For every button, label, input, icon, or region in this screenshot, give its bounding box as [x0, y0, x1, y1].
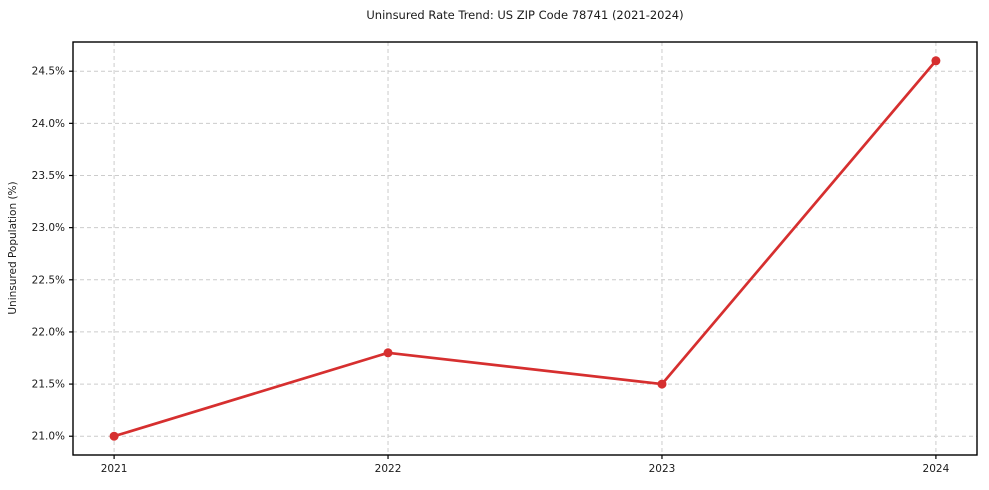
x-tick-label: 2022: [375, 463, 402, 475]
y-tick-label: 22.0%: [32, 326, 65, 338]
plot-area: [73, 42, 977, 455]
y-tick-label: 24.5%: [32, 66, 65, 78]
axes-frame: [72, 41, 978, 456]
y-axis-label: Uninsured Population (%): [7, 181, 19, 315]
data-point-marker: [657, 379, 667, 389]
data-point-marker: [931, 56, 941, 66]
data-point-marker: [383, 348, 393, 358]
y-tick-label: 21.0%: [32, 431, 65, 443]
data-point-marker: [109, 431, 119, 441]
y-tick-label: 22.5%: [32, 274, 65, 286]
trend-line: [112, 59, 938, 438]
y-tick-label: 21.5%: [32, 379, 65, 391]
x-tick-label: 2021: [101, 463, 128, 475]
y-tick-label: 23.5%: [32, 170, 65, 182]
y-tick-label: 24.0%: [32, 118, 65, 130]
x-tick-label: 2023: [649, 463, 676, 475]
x-tick-label: 2024: [923, 463, 950, 475]
chart-title: Uninsured Rate Trend: US ZIP Code 78741 …: [366, 8, 684, 22]
y-tick-label: 23.0%: [32, 222, 65, 234]
